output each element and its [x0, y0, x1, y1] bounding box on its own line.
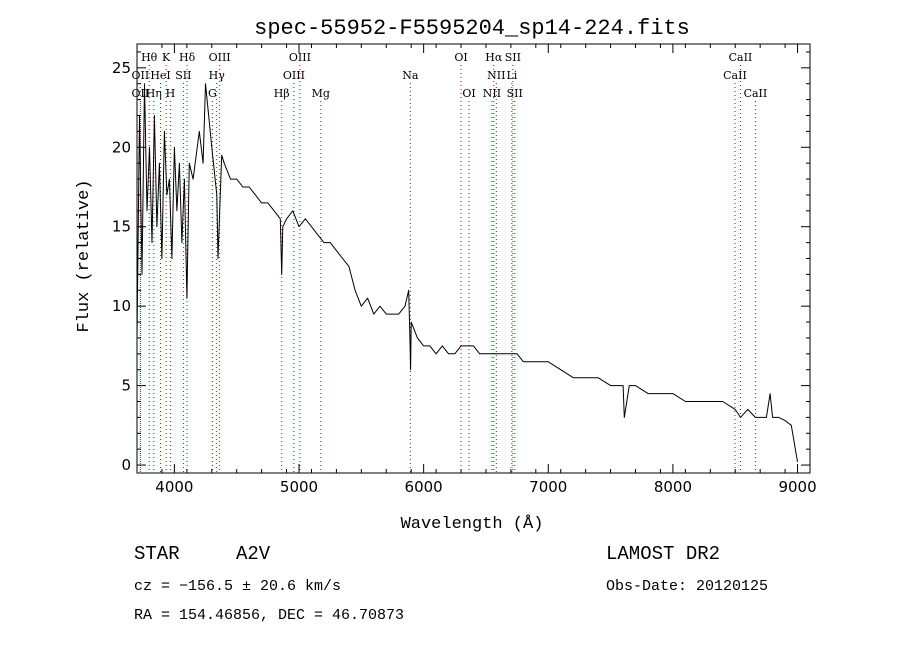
plot-area — [136, 83, 798, 462]
x-tick-label: 5000 — [280, 478, 318, 496]
line-label: Mg — [312, 87, 330, 100]
y-tick-label: 0 — [121, 456, 131, 474]
y-axis-label: Flux (relative) — [75, 179, 94, 332]
chart-title: spec-55952-F5595204_sp14-224.fits — [254, 16, 690, 41]
x-tick-label: 9000 — [778, 478, 816, 496]
axis-ticks: 4000 5000 6000 7000 8000 9000 0 5 10 15 20 25 — [112, 44, 817, 496]
line-label: NII — [483, 87, 501, 100]
line-label: Hβ — [274, 87, 290, 100]
line-label: Hγ — [209, 69, 226, 82]
x-axis-label: Wavelength (Å) — [401, 515, 544, 534]
line-label: K — [162, 51, 171, 64]
line-label: Li — [506, 69, 517, 82]
line-label: OI — [462, 87, 475, 100]
object-subclass: A2V — [236, 543, 271, 565]
line-label: SII — [507, 87, 523, 100]
redshift-text: cz = −156.5 ± 20.6 km/s — [134, 578, 341, 595]
line-label: CaII — [744, 87, 768, 100]
line-label: Hδ — [179, 51, 196, 64]
line-label: Hα — [485, 51, 503, 64]
line-label: SII — [175, 69, 191, 82]
y-tick-label: 15 — [112, 218, 131, 236]
x-tick-label: 7000 — [529, 478, 567, 496]
y-tick-label: 20 — [112, 138, 131, 156]
line-label: SII — [505, 51, 521, 64]
x-tick-label: 6000 — [405, 478, 443, 496]
line-label: OIII — [283, 69, 305, 82]
y-tick-label: 10 — [112, 297, 131, 315]
object-class: STAR — [134, 543, 180, 565]
line-label: CaII — [729, 51, 753, 64]
x-tick-label: 4000 — [155, 478, 193, 496]
line-label: HeI — [150, 69, 170, 82]
x-tick-label: 8000 — [654, 478, 692, 496]
coordinates: RA = 154.46856, DEC = 46.70873 — [134, 607, 404, 624]
line-label: Hη — [146, 87, 162, 100]
line-label: OIII — [289, 51, 311, 64]
line-label: H — [166, 87, 176, 100]
obs-date: Obs-Date: 20120125 — [606, 578, 768, 595]
line-label: OI — [454, 51, 467, 64]
line-label: OIII — [209, 51, 231, 64]
y-tick-label: 25 — [112, 59, 131, 77]
y-tick-label: 5 — [121, 377, 131, 395]
line-label: Na — [402, 69, 419, 82]
survey-name: LAMOST DR2 — [606, 543, 720, 565]
spectrum-series — [136, 83, 798, 462]
line-label: G — [208, 87, 217, 100]
plot-frame — [136, 43, 811, 474]
line-label: CaII — [723, 69, 747, 82]
line-label: Hθ — [141, 51, 158, 64]
line-label: OII — [132, 69, 150, 82]
line-label: NII — [487, 69, 505, 82]
